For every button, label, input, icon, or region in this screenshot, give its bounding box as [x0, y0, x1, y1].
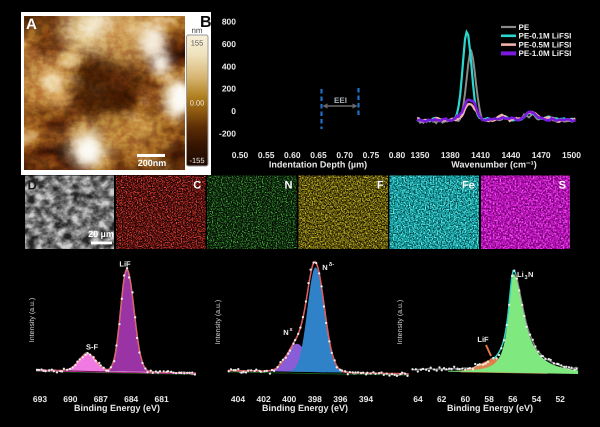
svg-text:N: N [528, 270, 533, 279]
svg-text:0.00: 0.00 [190, 99, 205, 108]
svg-text:56: 56 [508, 394, 518, 404]
svg-text:404: 404 [231, 394, 245, 404]
svg-text:60: 60 [461, 394, 471, 404]
svg-text:Intensity (a.u.): Intensity (a.u.) [396, 300, 404, 344]
svg-text:Intensity (a.u.): Intensity (a.u.) [28, 298, 36, 342]
svg-text:398: 398 [308, 394, 322, 404]
svg-text:A: A [26, 16, 37, 33]
svg-text:394: 394 [359, 394, 373, 404]
svg-text:PE-1.0M LiFSI: PE-1.0M LiFSI [519, 49, 572, 58]
svg-text:x: x [289, 327, 293, 333]
svg-text:0.75: 0.75 [363, 150, 380, 160]
svg-text:681: 681 [155, 394, 169, 404]
svg-text:Li: Li [517, 270, 524, 279]
svg-text:-200: -200 [219, 129, 236, 139]
svg-text:F: F [377, 180, 384, 192]
svg-text:PE-0.5M LiFSI: PE-0.5M LiFSI [519, 40, 572, 49]
svg-text:54: 54 [532, 394, 542, 404]
svg-text:0.55: 0.55 [258, 150, 275, 160]
svg-text:3: 3 [525, 275, 528, 281]
svg-text:52: 52 [555, 394, 565, 404]
svg-text:S-F: S-F [86, 343, 99, 352]
svg-text:155: 155 [191, 39, 204, 48]
svg-text:nm: nm [191, 26, 202, 35]
svg-text:20 µm: 20 µm [88, 229, 114, 239]
svg-text:Indentation Depth (µm): Indentation Depth (µm) [269, 160, 367, 170]
svg-text:Binding Energy (eV): Binding Energy (eV) [262, 403, 348, 413]
svg-text:LiF: LiF [119, 260, 131, 269]
svg-text:0: 0 [231, 106, 236, 116]
svg-text:0.65: 0.65 [310, 150, 327, 160]
svg-text:1440: 1440 [501, 150, 520, 160]
svg-text:800: 800 [222, 17, 236, 27]
svg-text:1470: 1470 [532, 150, 551, 160]
svg-text:58: 58 [484, 394, 494, 404]
svg-text:EEI: EEI [334, 96, 347, 105]
svg-text:687: 687 [94, 394, 108, 404]
svg-text:0.70: 0.70 [336, 150, 353, 160]
svg-text:D: D [28, 178, 37, 193]
svg-text:684: 684 [124, 394, 138, 404]
svg-text:B: B [200, 14, 212, 31]
svg-text:400: 400 [282, 394, 296, 404]
svg-text:693: 693 [33, 394, 47, 404]
svg-text:PE: PE [519, 23, 530, 32]
svg-text:690: 690 [63, 394, 77, 404]
svg-text:64: 64 [413, 394, 423, 404]
svg-text:402: 402 [257, 394, 271, 404]
svg-text:600: 600 [222, 39, 236, 49]
svg-text:-155: -155 [189, 156, 204, 165]
svg-text:N: N [283, 328, 288, 337]
svg-text:400: 400 [222, 61, 236, 71]
svg-text:1350: 1350 [411, 150, 430, 160]
svg-text:S: S [559, 180, 566, 192]
svg-text:1500: 1500 [562, 150, 581, 160]
svg-text:62: 62 [437, 394, 447, 404]
svg-text:Intensity (a.u.): Intensity (a.u.) [214, 300, 222, 344]
svg-text:Fe: Fe [462, 180, 475, 192]
svg-text:Binding Energy (eV): Binding Energy (eV) [447, 403, 533, 413]
svg-text:δ-: δ- [329, 262, 334, 268]
svg-text:0.80: 0.80 [389, 150, 406, 160]
svg-text:PE-0.1M LiFSI: PE-0.1M LiFSI [519, 32, 572, 41]
svg-text:Binding Energy (eV): Binding Energy (eV) [74, 403, 160, 413]
svg-text:200nm: 200nm [138, 158, 167, 168]
svg-text:1380: 1380 [441, 150, 460, 160]
svg-text:N: N [322, 263, 327, 272]
svg-text:0.60: 0.60 [284, 150, 301, 160]
svg-text:C: C [193, 180, 201, 192]
svg-text:LiF: LiF [477, 335, 489, 344]
svg-text:200: 200 [222, 84, 236, 94]
svg-text:Wavenumber (cm⁻¹): Wavenumber (cm⁻¹) [451, 160, 536, 170]
svg-text:0.50: 0.50 [232, 150, 249, 160]
svg-text:396: 396 [333, 394, 347, 404]
svg-text:1410: 1410 [471, 150, 490, 160]
svg-text:N: N [284, 180, 292, 192]
